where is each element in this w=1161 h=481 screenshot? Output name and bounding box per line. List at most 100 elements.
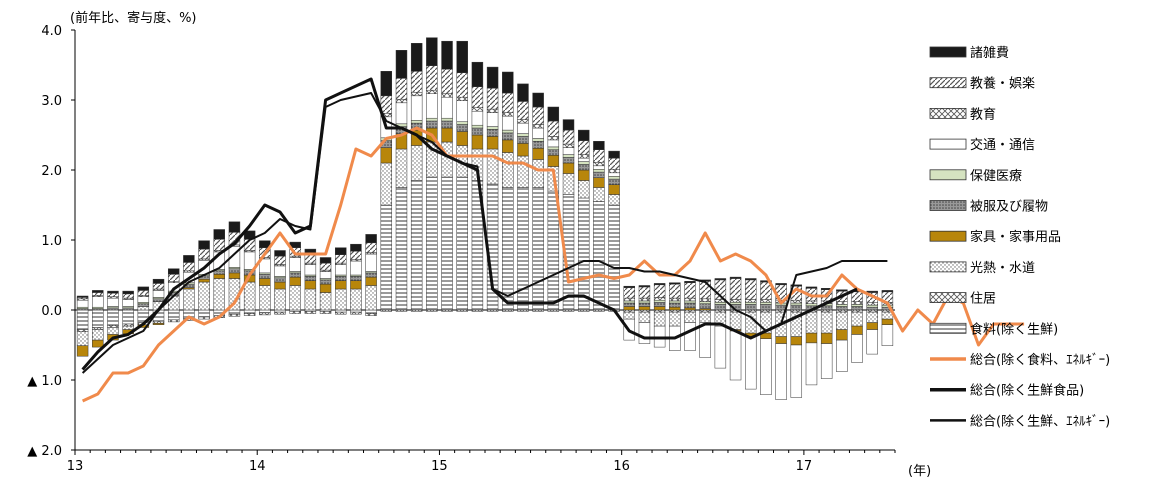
bar-segment xyxy=(167,319,180,323)
bar-segment xyxy=(502,115,514,131)
bar-segment xyxy=(456,100,468,122)
bar-segment xyxy=(805,311,818,334)
bar-segment xyxy=(638,300,651,304)
bar-segment xyxy=(577,169,590,181)
bar-segment xyxy=(486,87,499,110)
bar-segment xyxy=(729,302,742,305)
bar-segment xyxy=(335,247,347,255)
bar-segment xyxy=(881,290,894,293)
legend-label: 家具・家事用品 xyxy=(970,229,1061,245)
bar-segment xyxy=(623,287,635,299)
bar-segment xyxy=(107,325,119,328)
bar-segment xyxy=(745,299,757,303)
bar-segment xyxy=(471,86,484,108)
y-tick-label: 3.0 xyxy=(41,94,62,109)
bar-segment xyxy=(653,299,666,303)
bar-segment xyxy=(471,110,484,126)
bar-segment xyxy=(577,140,590,155)
bar-segment xyxy=(714,302,727,305)
bar-segment xyxy=(107,309,119,326)
bar-segment xyxy=(517,143,529,157)
bar-segment xyxy=(577,197,590,311)
bar-segment xyxy=(152,323,165,325)
bar-segment xyxy=(92,329,104,341)
bar-segment xyxy=(851,334,863,363)
x-tick-label: 17 xyxy=(796,459,813,474)
bar-segment xyxy=(851,306,863,311)
bar-segment xyxy=(319,279,332,285)
legend-label: 総合(除く生鮮、ｴﾈﾙｷﾞｰ) xyxy=(970,414,1110,429)
legend-swatch xyxy=(929,77,967,89)
x-tick-label: 13 xyxy=(67,459,84,474)
bar-segment xyxy=(365,272,377,278)
bar-segment xyxy=(851,291,863,302)
legend-label: 光熱・水道 xyxy=(970,261,1035,276)
bar-segment xyxy=(532,138,544,142)
bar-segment xyxy=(122,307,134,311)
bar-segment xyxy=(669,283,681,299)
series-line xyxy=(81,77,858,371)
bar-segment xyxy=(684,300,696,304)
bar-segment xyxy=(289,272,301,278)
bar-segment xyxy=(274,265,286,277)
bar-segment xyxy=(456,131,468,146)
bar-segment xyxy=(820,311,833,334)
bar-segment xyxy=(456,309,468,312)
bar-segment xyxy=(243,251,256,270)
bar-segment xyxy=(365,242,377,253)
y-axis-ticks: 4.0 3.0 2.0 1.0 0.0 ▲ 1.0 ▲ 2.0 xyxy=(27,24,75,459)
bar-segment xyxy=(562,129,575,145)
bar-segment xyxy=(790,336,803,346)
x-tick-label: 15 xyxy=(431,459,448,474)
bar-segment xyxy=(137,290,150,296)
legend-label: 保健医療 xyxy=(970,169,1022,184)
bar-segment xyxy=(790,284,803,287)
bar-segment xyxy=(851,304,863,307)
bar-segment xyxy=(502,132,514,141)
bar-segment xyxy=(593,162,605,167)
bar-segment xyxy=(866,329,878,355)
bar-segment xyxy=(350,260,362,276)
bar-segment xyxy=(593,165,605,170)
bar-segment xyxy=(274,288,286,311)
bar-segment xyxy=(471,309,484,312)
legend-swatch xyxy=(929,230,967,242)
bar-segment xyxy=(851,311,863,327)
bar-segment xyxy=(608,157,620,170)
bar-segment xyxy=(547,155,560,167)
bar-segment xyxy=(107,307,119,311)
bar-segment xyxy=(820,332,833,344)
bar-segment xyxy=(638,286,651,299)
bar-segment xyxy=(502,187,514,311)
bar-segment xyxy=(608,178,620,185)
legend: 諸雑費教養・娯楽教育交通・通信保健医療被服及び履物家具・家事用品光熱・水道住居食… xyxy=(929,45,1110,429)
bar-segment xyxy=(243,309,256,314)
bar-segment xyxy=(319,262,332,271)
legend-swatch xyxy=(929,292,967,304)
bar-segment xyxy=(638,322,651,344)
bar-segment xyxy=(745,304,757,311)
line-series xyxy=(81,77,1025,403)
bar-segment xyxy=(532,92,544,108)
bar-segment xyxy=(471,124,484,129)
bar-segment xyxy=(593,177,605,188)
bar-segment xyxy=(274,309,286,313)
bar-segment xyxy=(699,309,711,313)
bar-segment xyxy=(410,120,423,124)
bar-segment xyxy=(76,295,89,298)
bar-segment xyxy=(653,284,666,298)
bar-segment xyxy=(426,176,438,311)
y-tick-label: 0.0 xyxy=(41,304,62,319)
bar-segment xyxy=(122,290,134,295)
bar-segment xyxy=(593,201,605,311)
bar-segment xyxy=(532,159,544,188)
bar-segment xyxy=(152,298,165,302)
bar-segment xyxy=(152,278,165,284)
bar-segment xyxy=(441,120,453,129)
bar-segment xyxy=(790,344,803,398)
bar-segment xyxy=(775,283,787,286)
bar-segment xyxy=(441,309,453,312)
bar-segment xyxy=(866,306,878,311)
bar-segment xyxy=(426,89,438,94)
bar-segment xyxy=(395,78,408,100)
